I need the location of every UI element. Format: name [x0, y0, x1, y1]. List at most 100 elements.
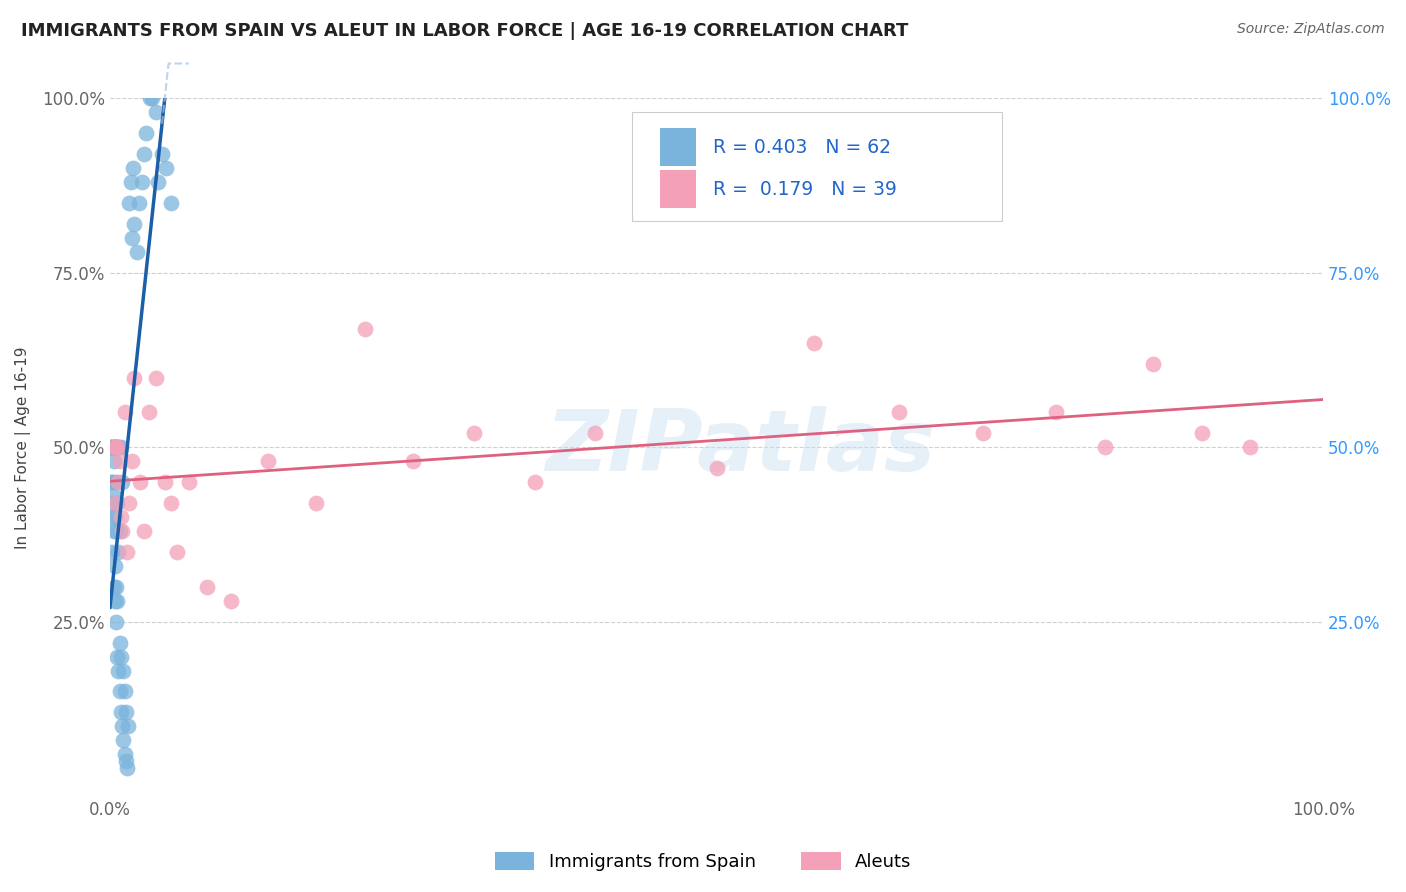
Point [120, 175, 142, 189]
Point [887, 405, 910, 419]
Point [100, 440, 122, 454]
Point [177, 475, 200, 490]
Point [115, 761, 138, 775]
Point [103, 580, 125, 594]
Point [153, 475, 176, 490]
Point [150, 147, 173, 161]
Point [101, 510, 124, 524]
Point [139, 91, 162, 105]
Point [103, 440, 125, 454]
Point [105, 440, 128, 454]
Point [125, 244, 148, 259]
Point [122, 217, 145, 231]
Point [104, 558, 127, 573]
FancyBboxPatch shape [659, 128, 696, 167]
Point [148, 175, 170, 189]
Point [111, 719, 134, 733]
Point [135, 126, 157, 140]
Point [105, 440, 128, 454]
Point [112, 664, 135, 678]
Text: R = 0.403   N = 62: R = 0.403 N = 62 [713, 137, 891, 157]
Point [100, 440, 122, 454]
Point [1142, 357, 1164, 371]
Point [107, 440, 129, 454]
Point [803, 335, 825, 350]
Point [159, 496, 181, 510]
Point [1239, 440, 1261, 454]
Point [132, 524, 155, 538]
Point [105, 649, 128, 664]
Point [1045, 405, 1067, 419]
Point [108, 524, 131, 538]
Point [101, 440, 124, 454]
Point [353, 321, 375, 335]
Point [463, 426, 485, 441]
Point [103, 440, 125, 454]
Point [706, 461, 728, 475]
Point [122, 370, 145, 384]
Point [305, 496, 328, 510]
Point [104, 496, 127, 510]
Point [105, 440, 128, 454]
Point [108, 684, 131, 698]
Point [121, 454, 143, 468]
Point [118, 496, 141, 510]
Point [121, 231, 143, 245]
Point [1191, 426, 1213, 441]
Point [256, 454, 278, 468]
Point [105, 496, 128, 510]
Point [114, 754, 136, 768]
Point [107, 475, 129, 490]
Point [110, 706, 132, 720]
Point [110, 440, 132, 454]
Point [523, 475, 546, 490]
Text: ZIPatlas: ZIPatlas [546, 406, 936, 489]
Point [117, 719, 139, 733]
Point [108, 635, 131, 649]
Text: R =  0.179   N = 39: R = 0.179 N = 39 [713, 179, 897, 199]
Point [114, 747, 136, 762]
FancyBboxPatch shape [659, 169, 696, 209]
Point [112, 733, 135, 747]
Point [103, 489, 125, 503]
Legend: Immigrants from Spain, Aleuts: Immigrants from Spain, Aleuts [488, 845, 918, 879]
Point [114, 405, 136, 419]
Point [101, 475, 124, 490]
Point [583, 426, 606, 441]
Point [101, 545, 124, 559]
Point [138, 405, 160, 419]
Point [100, 496, 122, 510]
Point [114, 706, 136, 720]
Point [105, 594, 128, 608]
Point [159, 196, 181, 211]
Point [132, 147, 155, 161]
Point [111, 524, 134, 538]
Point [141, 91, 163, 105]
Point [105, 615, 128, 629]
Point [195, 580, 218, 594]
Point [104, 594, 127, 608]
Point [111, 475, 134, 490]
Point [402, 454, 425, 468]
Point [107, 664, 129, 678]
Point [105, 440, 128, 454]
Point [105, 524, 128, 538]
Point [155, 161, 177, 176]
Point [118, 196, 141, 211]
Point [145, 370, 167, 384]
Point [131, 175, 153, 189]
Point [103, 454, 125, 468]
Point [108, 454, 131, 468]
FancyBboxPatch shape [631, 112, 1001, 220]
Point [114, 684, 136, 698]
Point [166, 545, 188, 559]
Text: Source: ZipAtlas.com: Source: ZipAtlas.com [1237, 22, 1385, 37]
Point [107, 545, 129, 559]
Point [128, 196, 150, 211]
Point [104, 440, 127, 454]
Point [105, 580, 128, 594]
Point [110, 649, 132, 664]
Point [105, 475, 128, 490]
Point [145, 105, 167, 120]
Text: IMMIGRANTS FROM SPAIN VS ALEUT IN LABOR FORCE | AGE 16-19 CORRELATION CHART: IMMIGRANTS FROM SPAIN VS ALEUT IN LABOR … [21, 22, 908, 40]
